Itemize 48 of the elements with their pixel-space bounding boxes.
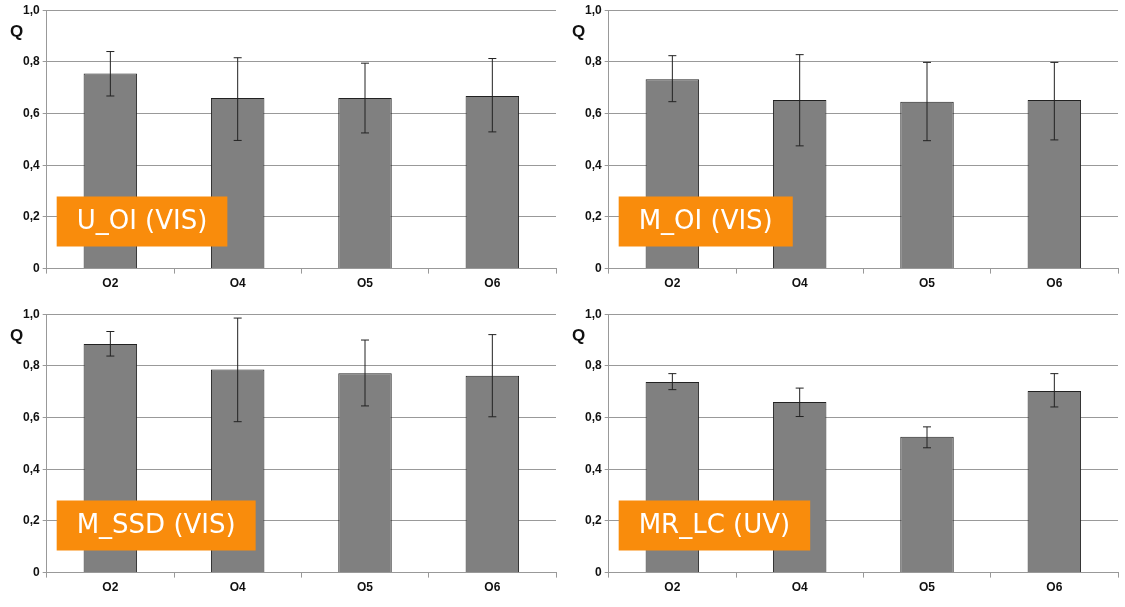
y-tick-label: 0,2 (22, 209, 40, 224)
annotation: M_OI (VIS) (638, 205, 773, 236)
y-axis-title: Q (572, 325, 586, 345)
y-tick-label: 0 (594, 260, 602, 275)
y-axis-title: Q (572, 21, 586, 41)
y-axis-title: Q (10, 325, 24, 345)
y-axis-title: Q (10, 21, 24, 41)
x-tick-label: O4 (791, 276, 808, 291)
x-tick-label: O2 (664, 276, 681, 291)
y-tick-label: 0,4 (22, 157, 40, 172)
x-tick-label: O2 (102, 276, 119, 291)
x-tick-label: O2 (664, 580, 681, 595)
x-tick-label: O4 (229, 276, 246, 291)
y-tick-label: 0,2 (584, 513, 602, 528)
y-tick-label: 0,4 (22, 461, 40, 476)
y-tick-label: 0,6 (584, 105, 602, 120)
x-tick-label: O5 (357, 276, 374, 291)
y-tick-label: 0,8 (22, 358, 40, 373)
y-tick-label: 0 (32, 260, 40, 275)
y-tick-label: 0,2 (22, 513, 40, 528)
x-tick-label: O4 (229, 580, 246, 595)
y-tick-label: 1,0 (22, 306, 40, 321)
x-tick-label: O5 (919, 580, 936, 595)
y-tick-label: 0,6 (22, 409, 40, 424)
x-tick-label: O6 (1046, 580, 1063, 595)
x-tick-label: O5 (919, 276, 936, 291)
y-tick-label: 1,0 (584, 306, 602, 321)
annotation: MR_LC (UV) (638, 509, 791, 540)
x-tick-label: O6 (484, 580, 501, 595)
y-tick-label: 1,0 (22, 2, 40, 17)
x-tick-label: O6 (484, 276, 501, 291)
y-tick-label: 0,4 (584, 157, 602, 172)
y-tick-label: 0 (594, 564, 602, 579)
y-tick-label: 0 (32, 564, 40, 579)
y-tick-label: 0,2 (584, 209, 602, 224)
y-tick-label: 0,4 (584, 461, 602, 476)
y-tick-label: 0,8 (22, 54, 40, 69)
annotation: U_OI (VIS) (76, 205, 208, 236)
annotation: M_SSD (VIS) (76, 509, 236, 540)
x-tick-label: O4 (791, 580, 808, 595)
x-tick-label: O6 (1046, 276, 1063, 291)
x-tick-label: O5 (357, 580, 374, 595)
y-tick-label: 1,0 (584, 2, 602, 17)
y-tick-label: 0,8 (584, 54, 602, 69)
y-tick-label: 0,6 (584, 409, 602, 424)
y-tick-label: 0,8 (584, 358, 602, 373)
y-tick-label: 0,6 (22, 105, 40, 120)
x-tick-label: O2 (102, 580, 119, 595)
